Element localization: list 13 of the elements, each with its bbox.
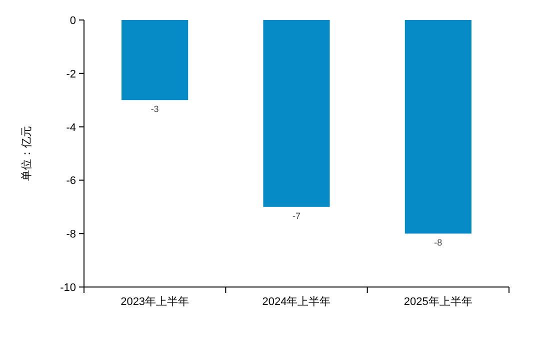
data-label: -7 bbox=[292, 210, 301, 221]
data-label: -8 bbox=[434, 238, 442, 248]
y-tick-label: 0 bbox=[70, 15, 76, 27]
y-tick-label: -8 bbox=[66, 228, 76, 241]
x-tick-label: 2024年上半年 bbox=[262, 295, 331, 308]
y-tick-label: -2 bbox=[66, 68, 76, 80]
data-label: -3 bbox=[150, 104, 159, 114]
y-axis-title: 单位：亿元 bbox=[20, 126, 33, 181]
x-tick-label: 2025年上半年 bbox=[404, 295, 472, 308]
y-tick-label: -6 bbox=[66, 175, 76, 188]
y-tick-label: -10 bbox=[60, 282, 76, 294]
y-tick-label: -4 bbox=[66, 122, 76, 134]
x-tick-label: 2023年上半年 bbox=[120, 295, 190, 308]
